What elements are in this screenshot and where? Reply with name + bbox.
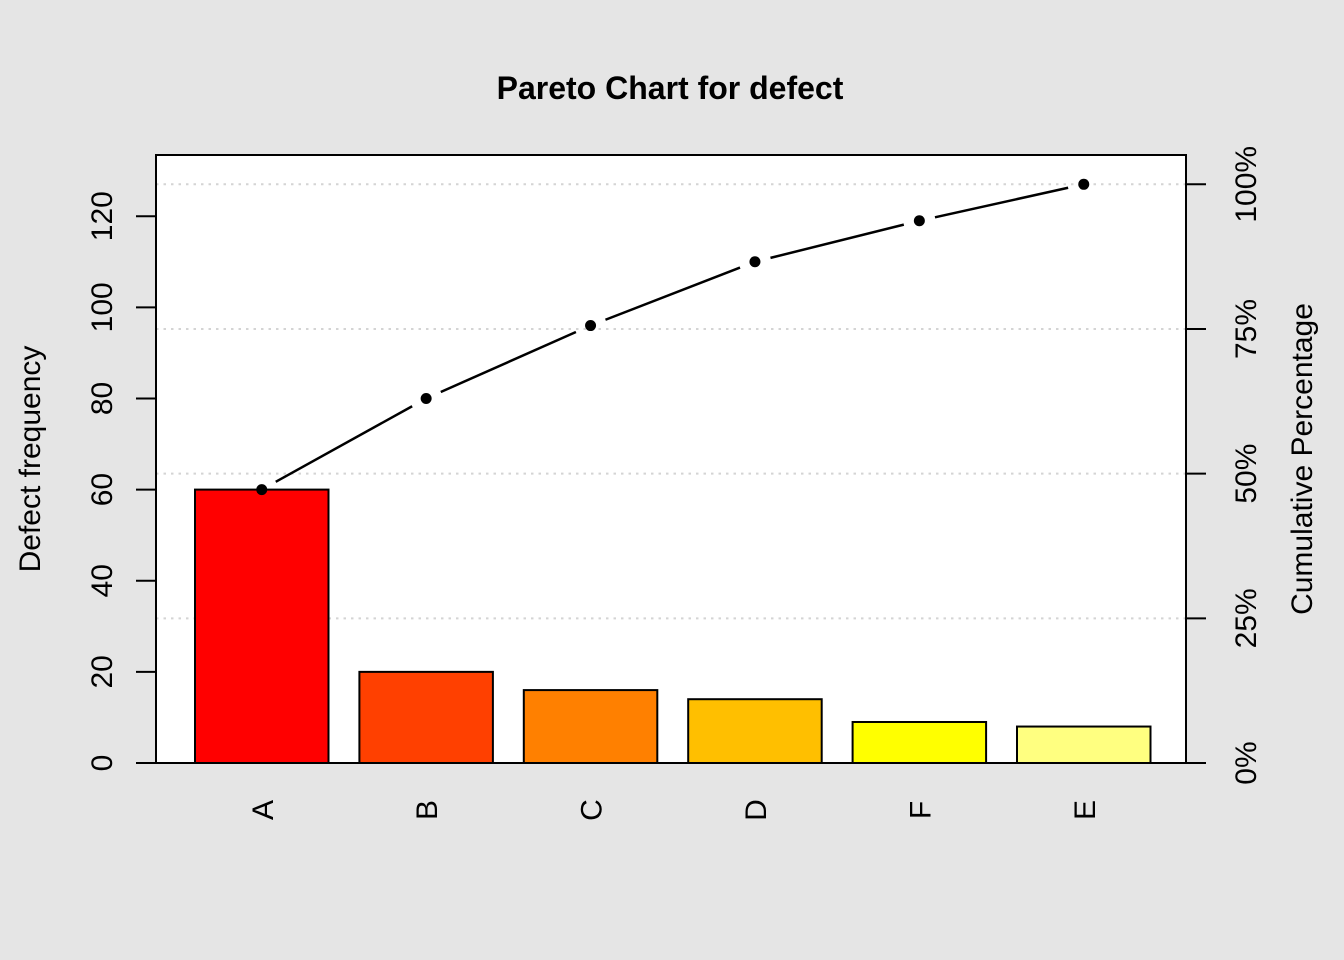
cumulative-point-C (585, 320, 597, 332)
y-left-tick-label: 100 (86, 282, 119, 332)
cumulative-line-segment (934, 186, 1069, 219)
cumulative-line-segment (440, 330, 577, 394)
x-tick-label-F: F (904, 801, 937, 819)
cumulative-line-segment (275, 405, 413, 483)
bar-A (194, 488, 330, 764)
y-left-tick-label: 0 (86, 755, 119, 772)
bar-E (1016, 725, 1152, 764)
y-right-tick-label: 0% (1230, 741, 1263, 784)
x-tick-label-B: B (411, 800, 444, 820)
x-tick-label-C: C (576, 799, 609, 821)
cumulative-point-E (1078, 178, 1090, 190)
y-left-tick-label: 20 (86, 655, 119, 688)
cumulative-point-A (256, 484, 268, 496)
cumulative-point-F (913, 215, 925, 227)
y-right-tick-label: 100% (1230, 146, 1263, 223)
cumulative-point-B (420, 392, 432, 404)
cumulative-line-segment (605, 266, 741, 321)
chart-title: Pareto Chart for defect (497, 70, 844, 106)
x-tick-label-E: E (1069, 800, 1102, 820)
bar-D (687, 698, 823, 764)
y-left-tick-label: 40 (86, 564, 119, 597)
x-tick-label-D: D (740, 799, 773, 821)
y-axis-label-right: Cumulative Percentage (1286, 303, 1319, 615)
y-right-tick-label: 25% (1230, 588, 1263, 648)
y-axis-label-left: Defect frequency (14, 346, 47, 573)
y-left-tick-label: 120 (86, 191, 119, 241)
cumulative-line-segment (770, 223, 905, 260)
plot-area: 0 20 40 60 80 100 120 0% 25% 50% 75% 100% A B C D F E (86, 146, 1263, 821)
y-left-tick-label: 80 (86, 382, 119, 415)
y-right-tick-label: 75% (1230, 299, 1263, 359)
cumulative-point-D (749, 256, 761, 268)
bar-F (851, 720, 988, 764)
y-right-tick-label: 50% (1230, 444, 1263, 504)
bar-B (358, 670, 494, 765)
x-tick-label-A: A (247, 800, 280, 820)
y-left-tick-label: 60 (86, 473, 119, 506)
bar-C (522, 689, 659, 764)
